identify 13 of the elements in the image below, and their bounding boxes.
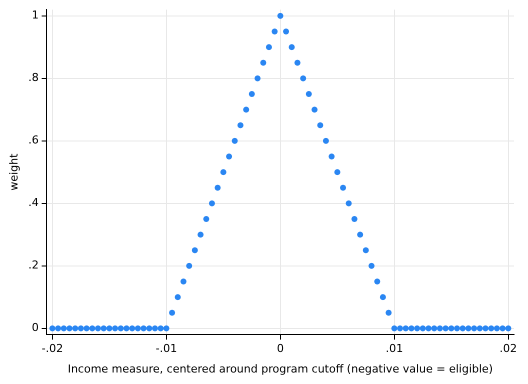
y-tick-label: .6 (28, 134, 39, 147)
x-tick-label: .02 (500, 342, 518, 356)
x-axis-title: Income measure, centered around program cutoff (negative value = eligible) (68, 362, 493, 376)
x-tick-label: .01 (386, 342, 404, 356)
y-tick-label: .2 (28, 258, 39, 272)
y-tick-label: 1 (32, 8, 39, 22)
x-tick-label: 0 (276, 342, 284, 356)
y-tick-label: .8 (28, 71, 39, 84)
x-tick-label: -.01 (156, 342, 178, 356)
y-tick-label: .4 (28, 196, 39, 210)
x-tick-label: -.02 (42, 342, 64, 356)
y-axis-title: weight (7, 152, 20, 191)
y-tick-label: 0 (32, 321, 39, 334)
